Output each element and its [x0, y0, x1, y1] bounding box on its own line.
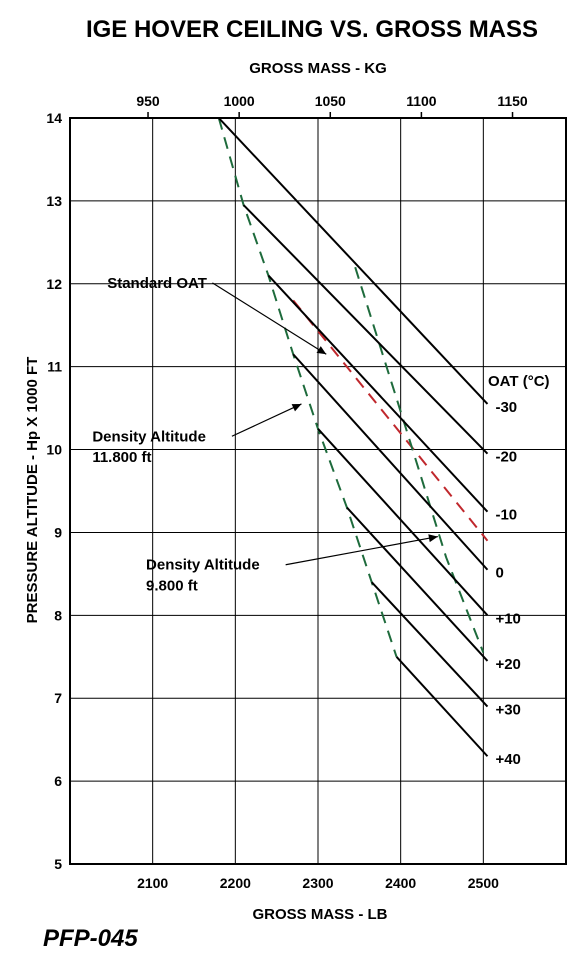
annotation-arrow-line: [286, 537, 438, 565]
reference-lines: [219, 118, 488, 657]
legend-title: OAT (°C): [488, 373, 550, 390]
series-labels: -30 -20 -10 0 +10 +20 +30 +40: [495, 399, 520, 768]
x2-tick-label: 950: [136, 93, 160, 109]
x2-tick-label: 1000: [224, 93, 255, 109]
x-tick-label: 2400: [385, 875, 416, 891]
annotation-label: Standard OAT: [107, 275, 207, 292]
series-line: [244, 205, 488, 454]
series-label: -20: [495, 449, 517, 466]
y-axis-label: PRESSURE ALTITUDE - Hp X 1000 FT: [24, 357, 41, 624]
x-tick-label: 2300: [302, 875, 333, 891]
y-tick-label: 12: [46, 276, 62, 292]
series-label: +40: [495, 751, 520, 768]
annotation-label: 9.800 ft: [146, 577, 198, 594]
series-lines: [219, 118, 488, 756]
annotation-label: Density Altitude: [92, 428, 206, 445]
y-tick-label: 13: [46, 193, 62, 209]
top-axis-label: GROSS MASS - KG: [249, 60, 387, 77]
y-tick-labels: 5 6 7 8 9 10 11 12 13 14: [46, 110, 62, 872]
annotation-label: Density Altitude: [146, 557, 260, 574]
chart-title: IGE HOVER CEILING VS. GROSS MASS: [86, 16, 538, 43]
annotation-label: 11.800 ft: [92, 449, 151, 466]
density_altitude_9800-line: [355, 267, 483, 652]
x-tick-label: 2500: [468, 875, 499, 891]
y-tick-label: 11: [47, 359, 62, 375]
x2-tick-label: 1150: [497, 93, 528, 109]
y-tick-label: 10: [46, 442, 62, 458]
grid-lines: [70, 118, 566, 864]
series-line: [293, 354, 487, 570]
annotation-arrow-line: [232, 404, 302, 436]
y-tick-label: 5: [54, 856, 62, 872]
x2-tick-label: 1100: [406, 93, 437, 109]
y-tick-label: 6: [54, 773, 62, 789]
series-label: +10: [495, 610, 520, 627]
y-tick-label: 14: [46, 110, 62, 126]
bottom-axis-label: GROSS MASS - LB: [252, 906, 387, 923]
x2-tick-labels: 950 1000 1050 1100 1150: [136, 93, 528, 118]
y-tick-label: 8: [54, 607, 62, 623]
series-line: [219, 118, 488, 404]
x-tick-labels: 2100 2200 2300 2400 2500: [137, 875, 499, 891]
series-line: [318, 429, 487, 615]
series-line: [372, 582, 488, 706]
series-line: [397, 657, 488, 756]
annotation-arrow-head: [428, 534, 438, 542]
x-tick-label: 2200: [220, 875, 251, 891]
series-label: 0: [495, 565, 503, 582]
y-tick-label: 7: [54, 690, 62, 706]
series-line: [347, 508, 488, 661]
x-tick-label: 2100: [137, 875, 168, 891]
density_altitude_11800-line: [219, 118, 397, 657]
series-label: -10: [495, 507, 517, 524]
document-code: PFP-045: [43, 925, 138, 952]
series-line: [268, 275, 487, 511]
series-label: -30: [495, 399, 517, 416]
series-label: +20: [495, 656, 520, 673]
y-tick-label: 9: [54, 524, 62, 540]
standard_oat-line: [293, 300, 487, 540]
x2-tick-label: 1050: [315, 93, 346, 109]
series-label: +30: [495, 702, 520, 719]
